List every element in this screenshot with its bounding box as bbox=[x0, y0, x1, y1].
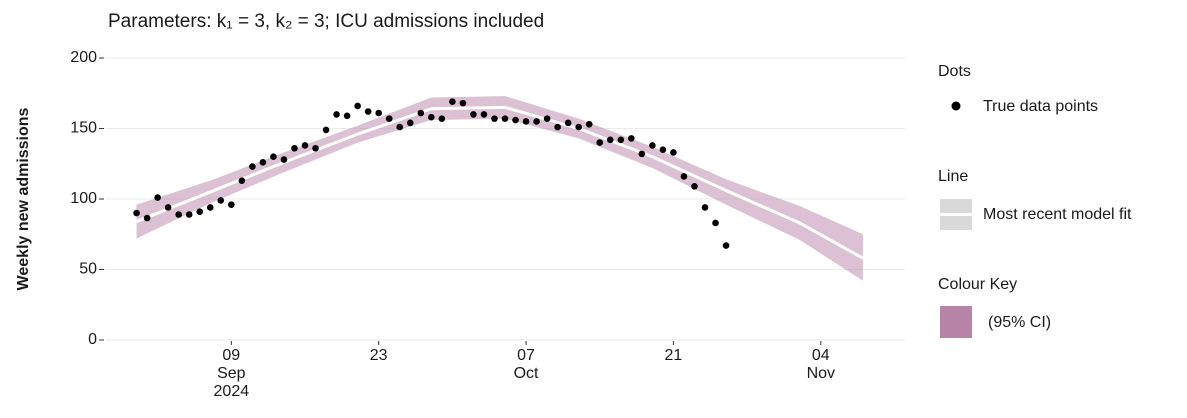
data-point bbox=[501, 115, 509, 122]
data-point bbox=[722, 242, 730, 249]
y-tick-label: 150 bbox=[70, 120, 97, 137]
data-point bbox=[354, 102, 361, 110]
data-point bbox=[606, 136, 614, 144]
legend: Dots True data points Line Most recent m… bbox=[938, 63, 1132, 338]
data-point bbox=[143, 214, 151, 222]
x-tick-label: 23 bbox=[370, 347, 388, 364]
y-tick-label: 200 bbox=[70, 49, 97, 66]
data-point bbox=[322, 126, 330, 134]
x-tick-label: 21 bbox=[665, 347, 683, 364]
data-point bbox=[238, 177, 246, 184]
data-point bbox=[680, 173, 688, 180]
legend-label: True data points bbox=[983, 98, 1098, 115]
legend-label: Most recent model fit bbox=[983, 206, 1132, 223]
data-point bbox=[333, 111, 340, 118]
data-point bbox=[280, 156, 288, 163]
data-point bbox=[175, 211, 182, 218]
x-tick-label: 07 Oct bbox=[514, 347, 539, 382]
data-point bbox=[564, 119, 572, 127]
x-tick-label: 09 Sep 2024 bbox=[214, 347, 250, 400]
data-point bbox=[312, 144, 319, 152]
data-point bbox=[638, 150, 646, 158]
data-point bbox=[196, 208, 204, 215]
legend-dot bbox=[951, 101, 961, 111]
legend-title: Colour Key bbox=[938, 276, 1017, 293]
data-point bbox=[164, 204, 172, 211]
fit-line bbox=[136, 105, 864, 260]
data-point bbox=[459, 99, 467, 107]
data-point bbox=[259, 159, 267, 166]
y-tick-label: 100 bbox=[70, 190, 97, 207]
data-point bbox=[649, 142, 656, 149]
data-point bbox=[133, 209, 140, 217]
data-point bbox=[712, 219, 719, 227]
data-point bbox=[596, 139, 604, 146]
data-point bbox=[554, 123, 561, 131]
data-point bbox=[480, 111, 488, 118]
legend-title: Dots bbox=[938, 63, 971, 80]
data-point bbox=[385, 115, 393, 122]
data-point bbox=[491, 115, 498, 122]
chart-title: Parameters: k₁ = 3, k₂ = 3; ICU admissio… bbox=[108, 11, 544, 32]
data-point bbox=[154, 194, 161, 201]
data-point bbox=[659, 146, 667, 153]
data-point bbox=[543, 115, 551, 122]
data-point bbox=[217, 197, 225, 204]
legend-label: (95% CI) bbox=[988, 314, 1051, 331]
data-point bbox=[428, 113, 435, 121]
data-point bbox=[522, 118, 530, 125]
data-point bbox=[249, 163, 256, 170]
y-tick-label: 50 bbox=[79, 261, 97, 278]
data-point bbox=[206, 204, 214, 211]
data-point bbox=[396, 123, 404, 131]
data-point bbox=[585, 120, 593, 128]
data-point bbox=[364, 108, 372, 115]
legend-title: Line bbox=[938, 168, 968, 185]
ci-ribbon bbox=[136, 96, 863, 281]
data-point bbox=[470, 111, 477, 118]
data-point bbox=[670, 149, 677, 156]
data-point bbox=[406, 119, 414, 127]
data-point bbox=[185, 211, 193, 218]
data-point bbox=[512, 116, 519, 124]
data-point bbox=[628, 135, 635, 142]
data-point bbox=[417, 109, 425, 117]
data-point bbox=[343, 112, 351, 120]
data-point bbox=[291, 144, 298, 152]
plot-area: 0 50 100 150 200 09 Sep 2024 23 07 Oct 21 04 Nov bbox=[70, 49, 905, 400]
data-point bbox=[301, 142, 309, 149]
y-tick-label: 0 bbox=[88, 331, 97, 348]
data-point bbox=[575, 123, 582, 131]
data-point bbox=[691, 183, 698, 190]
x-tick-label: 04 Nov bbox=[807, 347, 835, 382]
data-point bbox=[228, 201, 235, 208]
data-point bbox=[617, 136, 625, 144]
data-point bbox=[375, 109, 382, 117]
y-axis-label: Weekly new admissions bbox=[15, 107, 32, 290]
data-point bbox=[270, 153, 277, 160]
data-point bbox=[533, 118, 540, 125]
data-point bbox=[449, 98, 456, 106]
legend-ribbon-key bbox=[940, 306, 972, 338]
data-point bbox=[701, 204, 709, 211]
data-point bbox=[438, 115, 446, 122]
